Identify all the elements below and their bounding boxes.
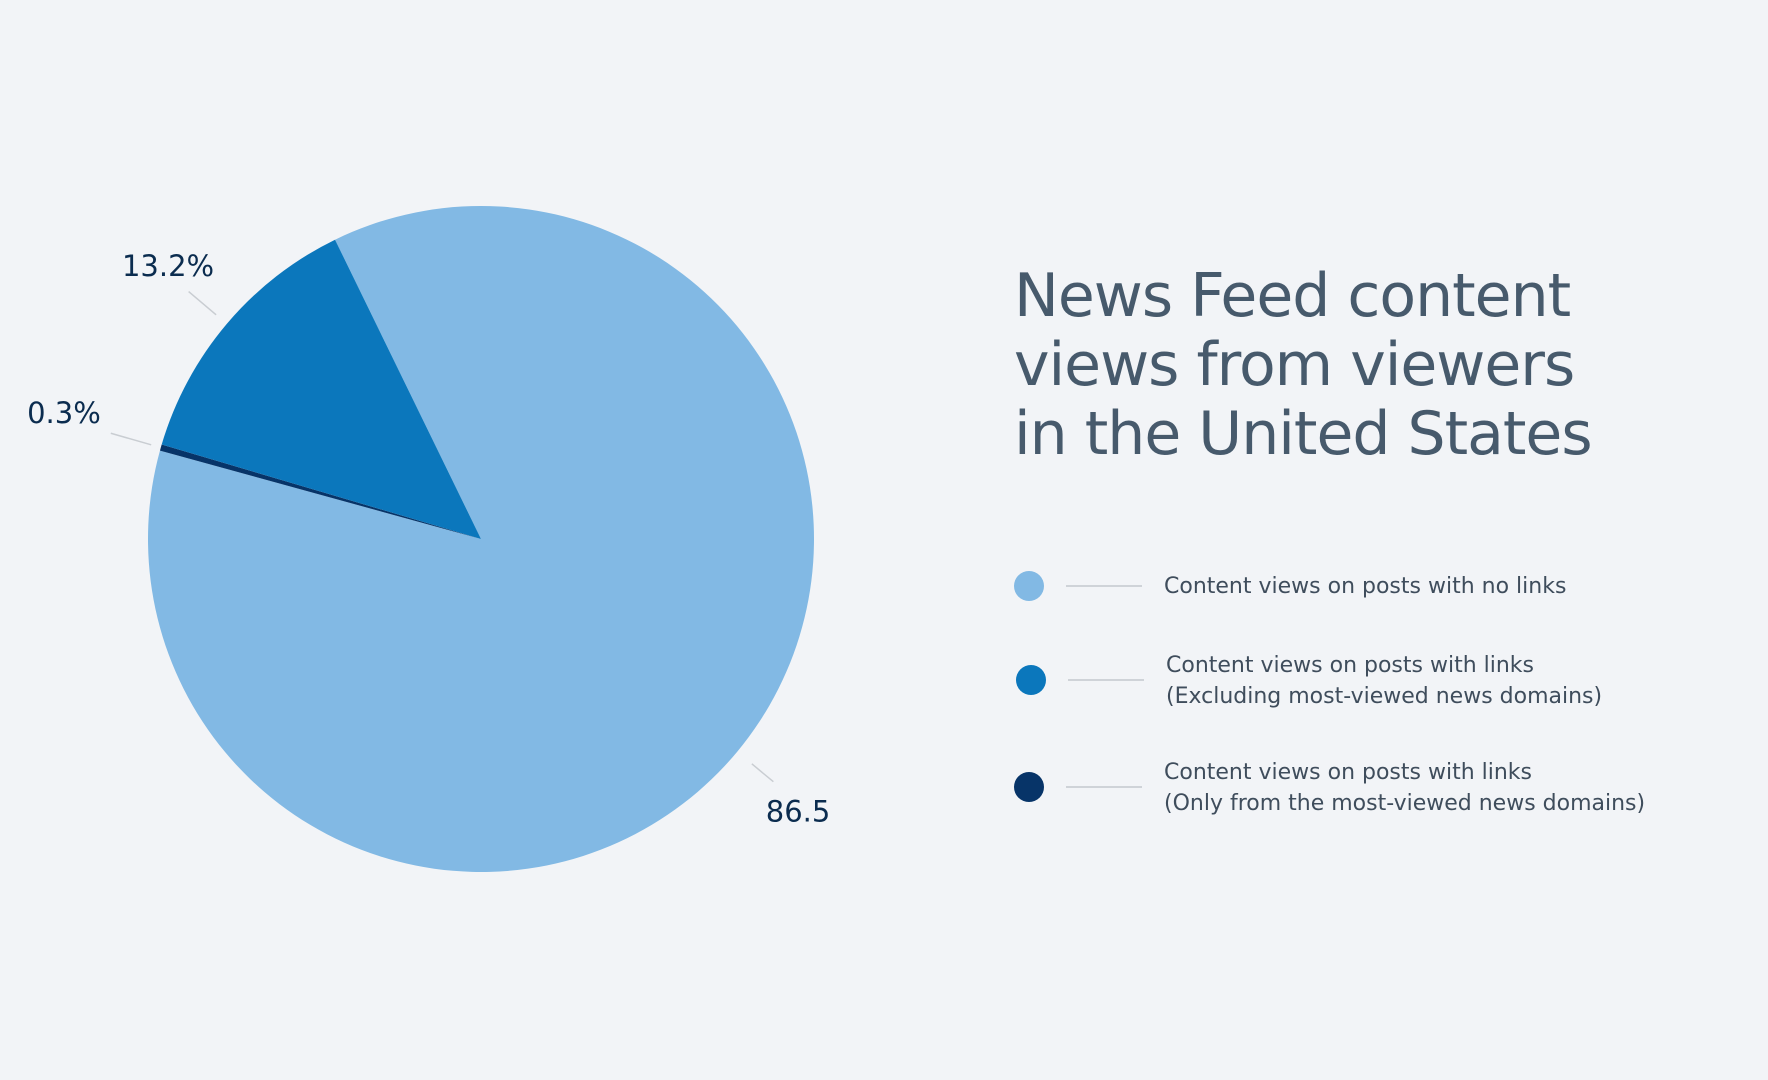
legend-label-line: Content views on posts with links (1166, 653, 1535, 678)
pie-slice-content-views-on-posts-with-links-only-from-the-most-viewed-news-domains (159, 444, 481, 539)
chart-title-line-3: in the United States (1014, 399, 1593, 469)
legend-label-no-links: Content views on posts with no links (1164, 571, 1566, 602)
pie-slice-content-views-on-posts-with-links-excluding-most-viewed-news-domains (161, 239, 481, 539)
legend-swatch-links-excluding-news (1016, 665, 1046, 695)
legend-item-no-links: Content views on posts with no links (1014, 556, 1714, 626)
slice-value-label: 86.5% (766, 795, 830, 829)
legend-leader-rule (1068, 679, 1144, 681)
slice-leader-line (188, 291, 217, 316)
chart-title-line-2: views from viewers (1014, 330, 1575, 400)
pie-slice-content-views-on-posts-with-no-links (148, 206, 814, 873)
legend-item-links-excluding-news: Content views on posts with links (Exclu… (1014, 650, 1714, 720)
legend-label-line: (Excluding most-viewed news domains) (1166, 684, 1603, 709)
legend-label-links-excluding-news: Content views on posts with links (Exclu… (1166, 650, 1602, 712)
legend-leader-rule (1066, 786, 1142, 788)
chart-title-line-1: News Feed content (1014, 261, 1571, 331)
slice-value-label: 0.3% (27, 396, 101, 430)
slice-leader-line (751, 763, 774, 783)
chart-title: News Feed content views from viewers in … (1014, 262, 1674, 469)
legend-leader-rule (1066, 585, 1142, 587)
slice-leader-line (110, 432, 152, 446)
slice-value-label: 13.2% (122, 249, 214, 283)
pie-chart: 86.5% 0.3% 13.2% (27, 206, 830, 873)
legend-swatch-no-links (1014, 571, 1044, 601)
legend-label-links-news-only: Content views on posts with links (Only … (1164, 757, 1645, 819)
legend-label-line: Content views on posts with links (1164, 760, 1533, 785)
legend-swatch-links-news-only (1014, 772, 1044, 802)
legend-item-links-news-only: Content views on posts with links (Only … (1014, 757, 1714, 827)
legend-label-line: Content views on posts with no links (1164, 574, 1567, 599)
legend-label-line: (Only from the most-viewed news domains) (1164, 791, 1646, 816)
